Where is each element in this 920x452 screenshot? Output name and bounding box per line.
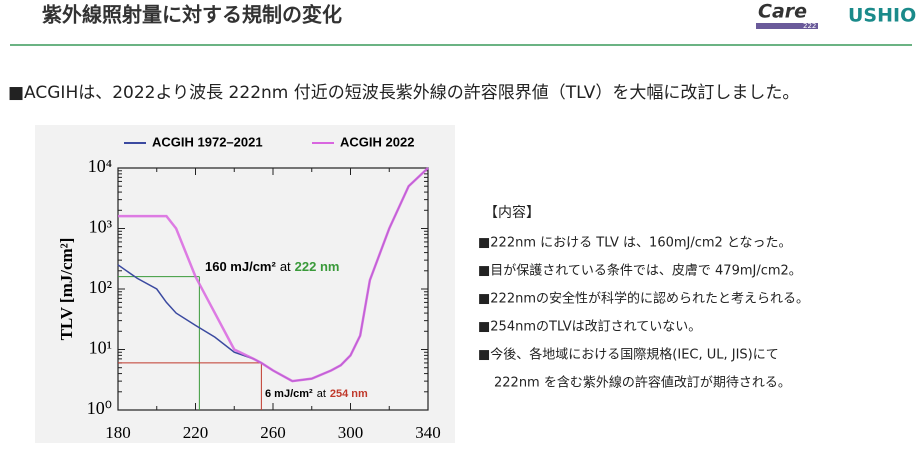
y-tick-label: 10³ <box>89 217 113 237</box>
legend-label: ACGIH 2022 <box>340 134 414 149</box>
legend-label: ACGIH 1972–2021 <box>152 134 263 149</box>
annotation-highlight: 254 nm <box>330 388 368 400</box>
content-item: 222nm を含む紫外線の許容値改訂が期待される。 <box>494 375 791 391</box>
content-item: ■222nm における TLV は、160mJ/cm2 となった。 <box>478 236 792 251</box>
content-list: ■222nm における TLV は、160mJ/cm2 となった。 ■目が保護され… <box>478 236 809 391</box>
series-line <box>118 167 429 383</box>
logo-222: 222 <box>803 22 816 30</box>
annotation: 6 mJ/cm² at 254 nm <box>265 388 368 400</box>
content-item: ■222nmの安全性が科学的に認められたと考えられる。 <box>478 291 809 307</box>
x-tick-label: 180 <box>105 423 131 442</box>
x-tick-label: 260 <box>260 423 286 442</box>
annotation-joiner: at <box>280 259 291 274</box>
annotation-highlight: 222 nm <box>295 259 340 274</box>
y-tick-label: 10⁴ <box>88 156 112 176</box>
content-heading: 【内容】 <box>484 204 540 221</box>
y-axis-title: TLV [mJ/cm²] <box>57 238 76 341</box>
x-tick-label: 300 <box>338 423 364 442</box>
content-item: ■254nmのTLVは改訂されていない。 <box>478 319 701 335</box>
y-tick-label: 10⁰ <box>87 398 112 418</box>
annotation: 160 mJ/cm² at 222 nm <box>205 259 339 274</box>
annotation-label: 6 mJ/cm² <box>265 388 313 400</box>
x-tick-label: 220 <box>183 423 209 442</box>
y-tick-label: 10¹ <box>89 338 112 358</box>
logo-ushio: USHIO <box>848 5 916 27</box>
logo-bar <box>756 23 818 29</box>
annotation-joiner: at <box>317 388 326 400</box>
chart-bg <box>35 125 455 443</box>
slide-title: 紫外線照射量に対する規制の変化 <box>42 3 342 27</box>
y-tick-label: 10² <box>89 277 112 297</box>
logo-care: Care <box>758 1 807 23</box>
intro: ■ACGIHは、2022より波長 222nm 付近の短波長紫外線の許容限界値（T… <box>8 83 799 103</box>
content-item: ■今後、各地域における国際規格(IEC, UL, JIS)にて <box>478 347 779 363</box>
chart: 180 220 260 300 340 10⁰ 10¹ 10² 10³ 10⁴ TLV [mJ/cm… <box>57 134 441 441</box>
annotation-label: 160 mJ/cm² <box>205 259 276 274</box>
content-item: ■目が保護されている条件では、皮膚で 479mJ/cm2。 <box>478 263 802 279</box>
x-tick-label: 340 <box>415 423 441 442</box>
